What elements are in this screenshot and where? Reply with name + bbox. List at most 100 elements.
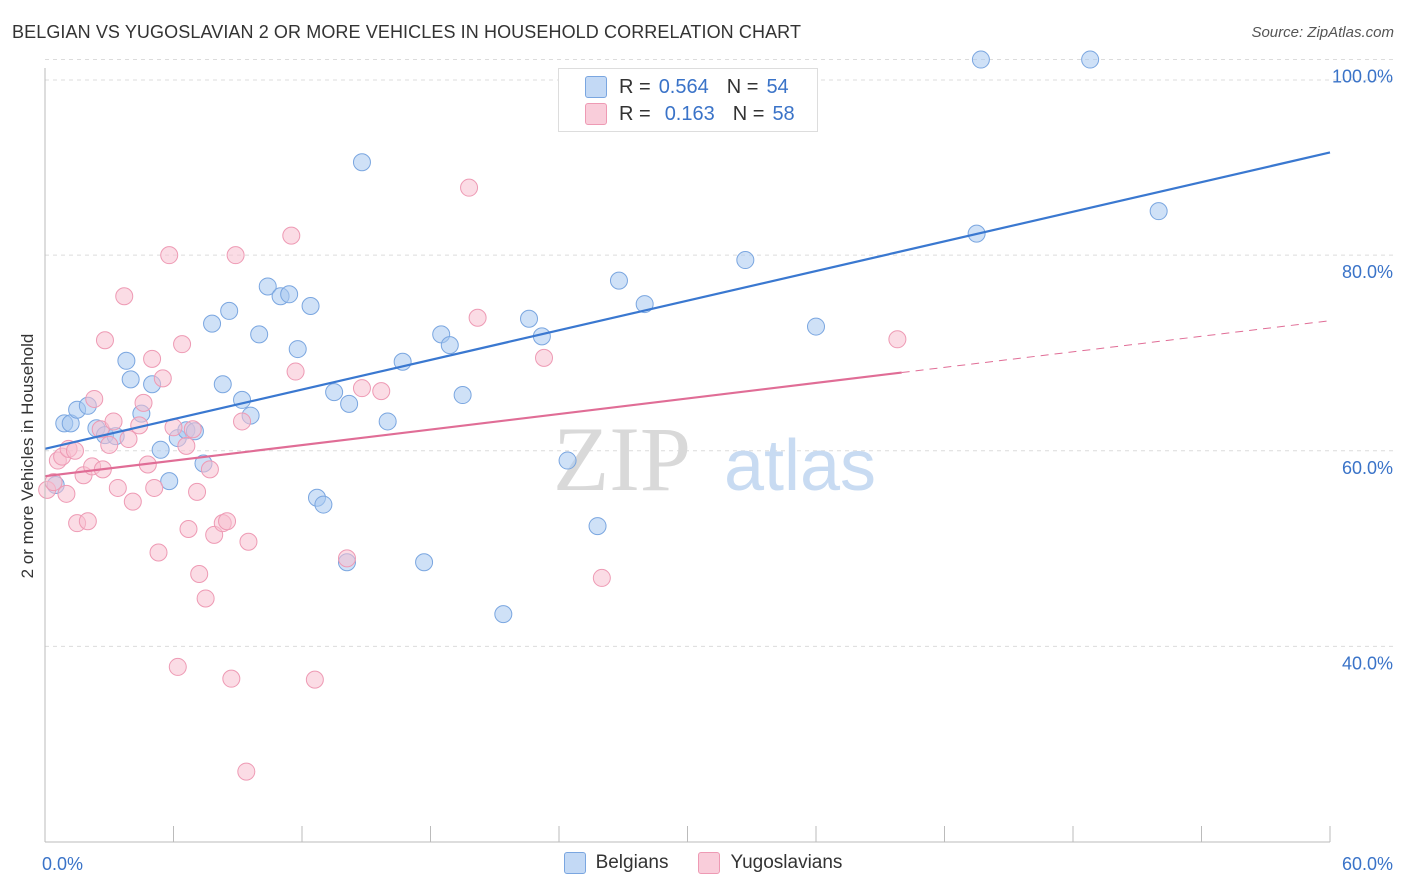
point-belgians [121,370,140,389]
point-yugoslavians [218,512,237,531]
point-yugoslavians [119,430,138,449]
y-tick-label: 100.0% [1332,67,1393,87]
bottom-legend-label-belgians: Belgians [595,852,669,873]
legend-n-value-belgians: 54 [766,75,789,98]
axis-layer: 40.0% 60.0% 80.0% 100.0% 0.0% 60.0% [42,67,1393,874]
legend-r-label: R = [619,102,651,125]
legend: R = 0.564 N = 54 R = 0.163 N = 58 [558,68,818,132]
point-yugoslavians [222,669,241,688]
legend-row-belgians: R = 0.564 N = 54 [585,75,789,99]
point-belgians [453,386,472,405]
point-belgians [736,251,755,270]
legend-n-label: N = [726,75,759,98]
point-yugoslavians [100,435,119,454]
point-yugoslavians [104,412,123,431]
point-yugoslavians [468,308,487,327]
trend-line-belgians [44,151,1331,450]
point-belgians [558,451,577,470]
point-belgians [588,517,607,536]
point-yugoslavians [115,287,134,306]
point-yugoslavians [160,246,179,265]
x-tick-label: 60.0% [1342,854,1393,874]
bottom-legend-swatch-belgians [563,852,586,874]
point-yugoslavians [85,389,104,408]
point-belgians [325,383,344,402]
point-belgians [258,277,277,296]
point-yugoslavians [168,657,187,676]
point-belgians [807,317,825,336]
point-yugoslavians [226,246,245,265]
point-yugoslavians [108,478,127,497]
point-yugoslavians [177,436,196,455]
legend-r-label: R = [619,75,651,98]
point-yugoslavians [183,420,202,439]
legend-row-yugoslavians: R = 0.163 N = 58 [585,102,795,126]
point-yugoslavians [282,226,301,245]
point-yugoslavians [337,549,356,568]
point-yugoslavians [237,762,256,781]
point-belgians [494,605,513,624]
point-yugoslavians [592,568,611,587]
point-yugoslavians [372,382,391,401]
point-yugoslavians [888,330,907,349]
point-yugoslavians [179,520,198,539]
point-yugoslavians [352,379,371,398]
legend-r-value-belgians: 0.564 [658,75,709,98]
point-belgians [635,295,654,314]
point-yugoslavians [286,362,305,381]
point-yugoslavians [196,589,215,608]
point-yugoslavians [173,335,192,354]
point-belgians [280,285,299,304]
point-yugoslavians [239,532,258,551]
bottom-legend-label-yugoslavians: Yugoslavians [730,852,843,873]
point-yugoslavians [460,178,479,197]
point-belgians [971,50,990,69]
point-belgians [378,412,397,431]
point-belgians [151,440,170,459]
y-tick-label: 60.0% [1342,458,1393,478]
point-yugoslavians [200,460,219,479]
point-belgians [440,336,459,355]
point-belgians [160,472,179,491]
legend-n-value-yugoslavians: 58 [772,102,795,125]
point-belgians [609,271,628,290]
watermark-atlas: atlas [724,426,876,506]
point-yugoslavians [143,349,162,368]
point-belgians [352,153,371,172]
y-tick-label: 40.0% [1342,653,1393,673]
y-tick-label: 80.0% [1342,262,1393,282]
point-yugoslavians [65,441,84,460]
trend-line-dashed-yugoslavians [901,320,1331,374]
point-yugoslavians [305,670,324,689]
point-belgians [340,394,359,413]
point-yugoslavians [145,478,164,497]
point-yugoslavians [188,482,207,501]
grid-layer [45,59,1395,647]
point-belgians [288,340,307,359]
point-yugoslavians [153,369,172,388]
point-belgians [1081,50,1100,69]
point-belgians [301,297,320,316]
legend-n-label: N = [732,102,765,125]
point-belgians [213,375,232,394]
bottom-legend-yugoslavians: Yugoslavians [698,852,842,874]
chart-title: BELGIAN VS YUGOSLAVIAN 2 OR MORE VEHICLE… [12,22,802,42]
legend-swatch-yugoslavians [585,103,607,125]
bottom-legend: Belgians Yugoslavians [0,852,1406,874]
point-yugoslavians [95,331,114,350]
point-belgians [220,301,239,320]
x-tick-label: 0.0% [42,854,83,874]
point-belgians [1149,202,1168,221]
point-belgians [117,351,136,370]
point-yugoslavians [190,565,209,584]
trend-line-yugoslavians [44,371,902,478]
point-yugoslavians [57,484,76,503]
point-belgians [203,314,222,333]
legend-swatch-belgians [585,76,607,98]
point-yugoslavians [149,543,168,562]
point-belgians [520,309,539,328]
bottom-legend-belgians: Belgians [563,852,669,874]
point-yugoslavians [233,412,252,431]
point-belgians [250,325,269,344]
